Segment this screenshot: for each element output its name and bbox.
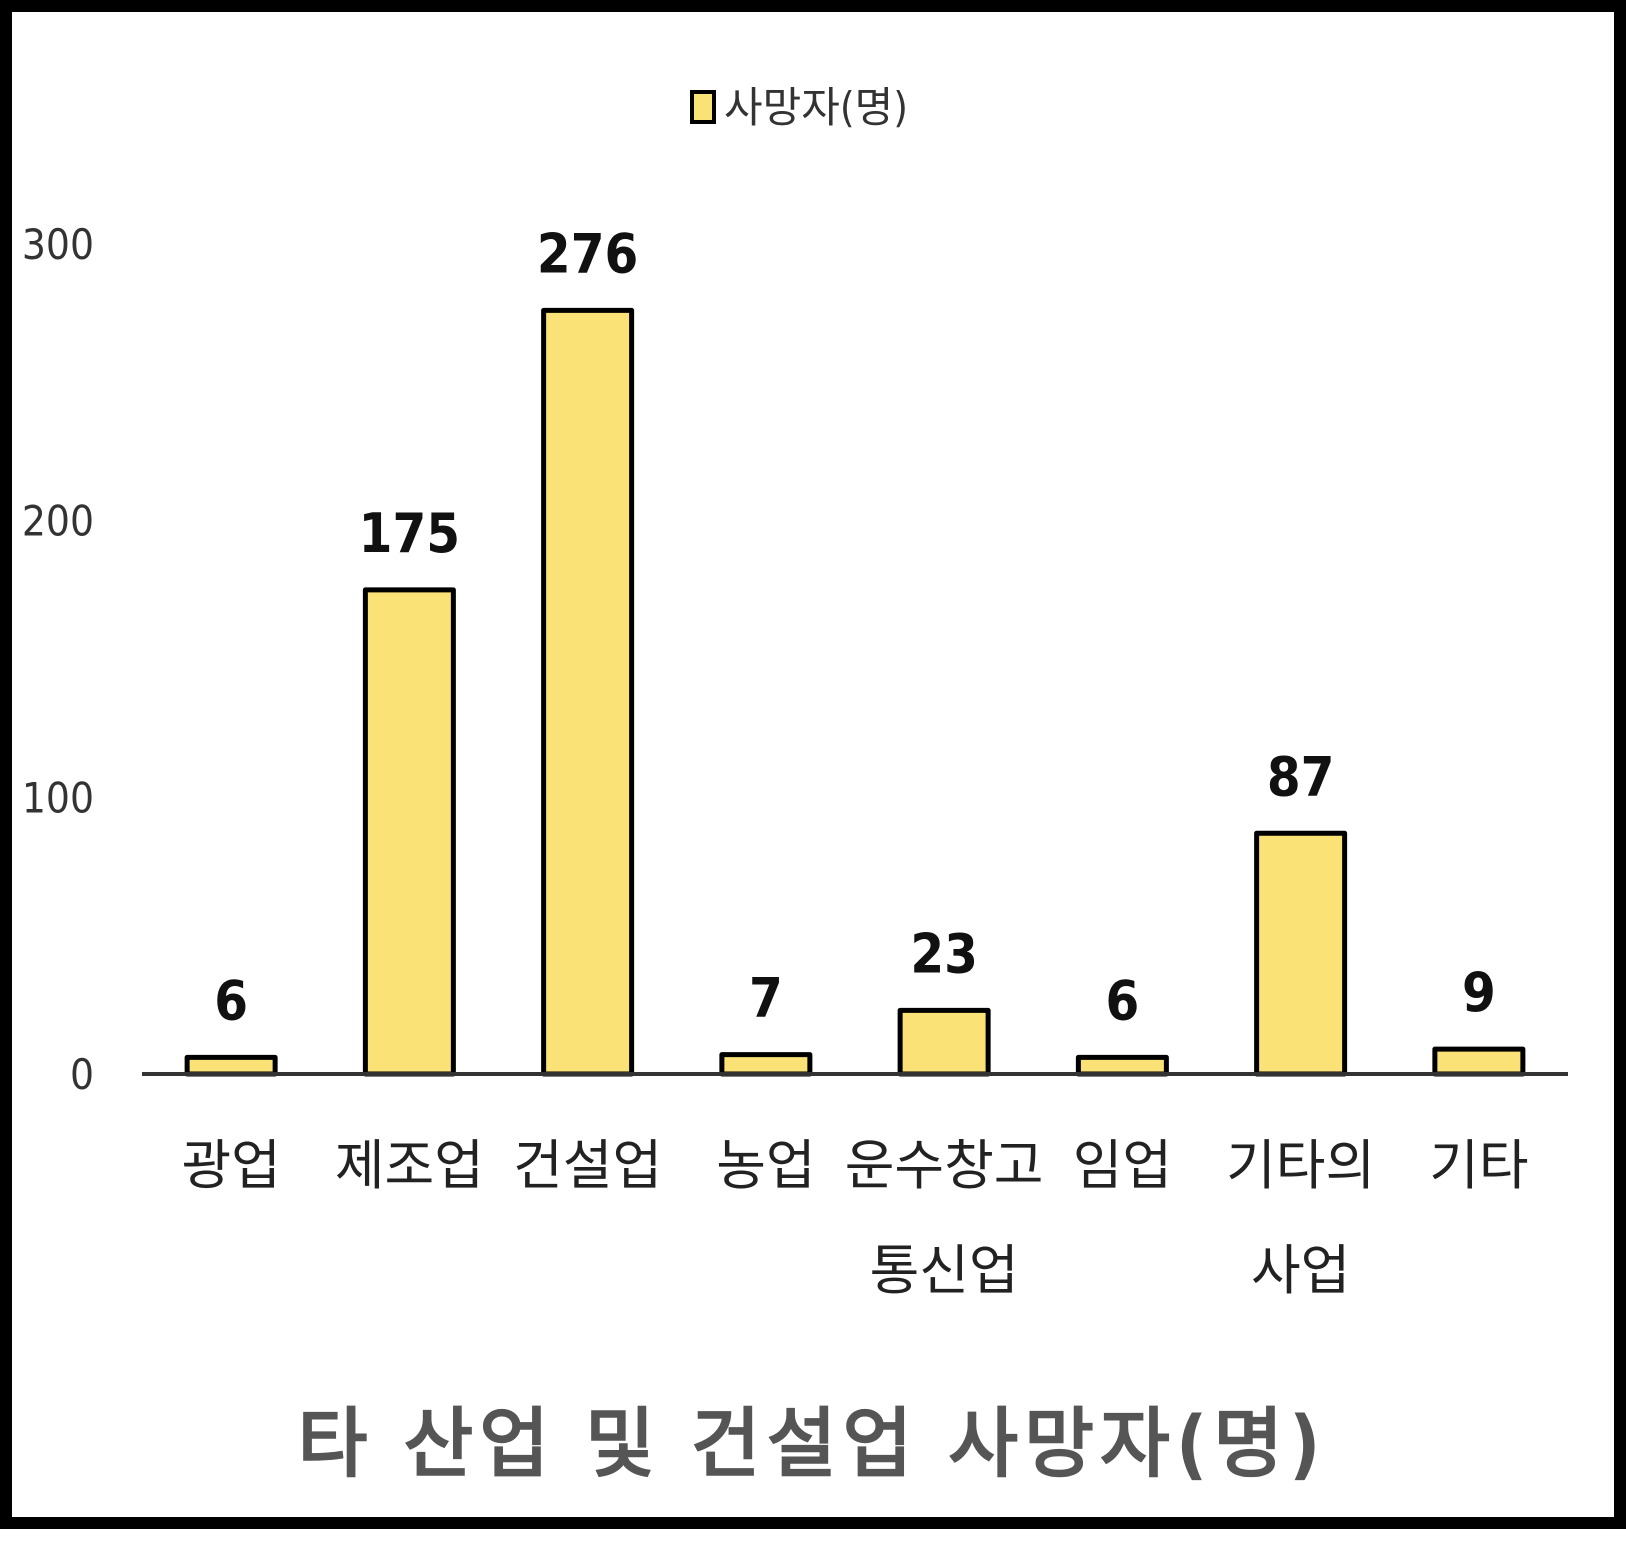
bar: [897, 1007, 991, 1077]
x-category-label: 임업: [1073, 1134, 1172, 1197]
data-labels: 6 175 276 7 23 6 87 9: [214, 222, 1496, 1032]
data-label: 23: [910, 922, 978, 985]
chart-title: 타 산업 및 건설업 사망자(명): [298, 1399, 1327, 1488]
y-tick-label: 200: [22, 497, 94, 546]
legend-label: 사망자(명): [724, 83, 908, 132]
data-label: 87: [1267, 745, 1335, 808]
y-tick-label: 0: [70, 1050, 94, 1099]
data-label: 276: [537, 222, 638, 285]
x-category-label: 농업: [716, 1134, 815, 1197]
data-label: 7: [749, 967, 783, 1030]
data-label: 6: [1105, 969, 1139, 1032]
x-category-label: 광업: [181, 1134, 280, 1197]
data-label: 175: [359, 502, 460, 565]
category-labels: 광업 제조업 건설업 농업 운수창고 통신업 임업 기타의 사업 기타: [181, 1134, 1528, 1302]
legend-swatch: [690, 90, 716, 124]
x-category-label: 건설업: [513, 1134, 662, 1197]
bar: [184, 1054, 278, 1077]
bar: [1075, 1054, 1169, 1077]
bar-chart: 사망자(명) 0 100 200 300 6 175 276 7 23 6 87 9 광업 제조업 건설…: [22, 83, 1568, 1488]
x-category-label: 제조업: [335, 1134, 484, 1197]
bar: [1254, 830, 1348, 1077]
x-category-label: 운수창고 통신업: [845, 1134, 1044, 1302]
x-category-label: 기타: [1429, 1134, 1528, 1197]
y-axis-ticks: 0 100 200 300: [22, 220, 94, 1099]
bars: [184, 307, 1526, 1077]
y-tick-label: 300: [22, 220, 94, 269]
x-category-label: 기타의 사업: [1226, 1134, 1375, 1302]
bar: [719, 1052, 813, 1077]
bar: [362, 587, 456, 1077]
bar: [1432, 1046, 1526, 1077]
y-tick-label: 100: [22, 773, 94, 822]
bar: [541, 307, 635, 1077]
data-label: 6: [214, 969, 248, 1032]
legend: 사망자(명): [690, 83, 908, 132]
data-label: 9: [1462, 961, 1496, 1024]
